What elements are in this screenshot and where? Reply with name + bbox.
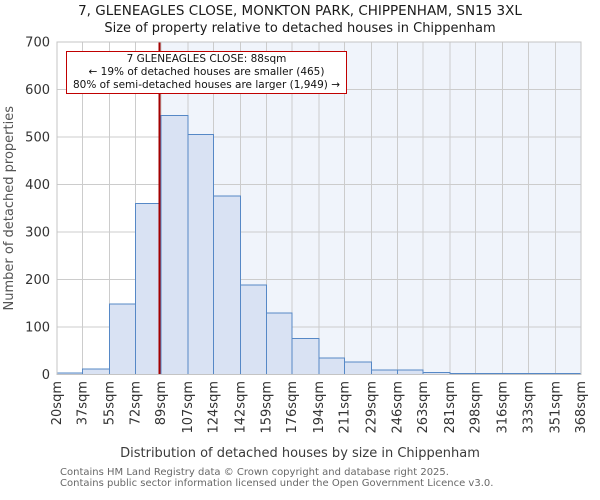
x-tick-label: 72sqm	[128, 381, 143, 425]
x-axis-title: Distribution of detached houses by size …	[120, 446, 480, 461]
x-tick-label: 211sqm	[338, 381, 353, 434]
x-tick-label: 229sqm	[365, 381, 380, 434]
x-tick-label: 20sqm	[50, 381, 65, 425]
y-tick-label: 300	[25, 226, 50, 241]
histogram-bar	[187, 134, 215, 375]
y-tick-label: 100	[25, 321, 50, 336]
histogram-bar	[160, 115, 189, 375]
footer-attribution-2: Contains public sector information licen…	[60, 478, 494, 489]
y-tick-label: 0	[42, 368, 50, 383]
chart-title: 7, GLENEAGLES CLOSE, MONKTON PARK, CHIPP…	[78, 3, 522, 19]
x-tick-label: 176sqm	[285, 381, 300, 434]
y-tick-label: 400	[25, 178, 50, 193]
histogram-bar	[371, 369, 398, 376]
histogram-bar	[344, 361, 373, 375]
y-tick-label: 200	[25, 273, 50, 288]
histogram-bar	[396, 369, 424, 376]
annotation-line-1: 7 GLENEAGLES CLOSE: 88sqm	[126, 53, 287, 65]
footer-attribution-1: Contains HM Land Registry data © Crown c…	[60, 467, 449, 478]
histogram-bar	[213, 195, 242, 375]
histogram-bar	[265, 312, 293, 375]
histogram-bar	[82, 368, 111, 375]
y-axis-title: Number of detached properties	[2, 106, 17, 311]
plot-border	[56, 41, 582, 375]
x-tick-label: 316sqm	[496, 381, 511, 434]
histogram-bar	[318, 357, 346, 375]
annotation-line-3: 80% of semi-detached houses are larger (…	[72, 79, 340, 91]
x-tick-label: 333sqm	[521, 381, 536, 434]
x-tick-label: 246sqm	[390, 381, 405, 434]
y-tick-label: 500	[25, 131, 50, 146]
x-tick-label: 194sqm	[312, 381, 327, 434]
x-tick-label: 263sqm	[416, 381, 431, 434]
x-tick-label: 89sqm	[154, 381, 169, 425]
x-tick-label: 124sqm	[207, 381, 222, 434]
y-tick-label: 700	[25, 36, 50, 51]
x-tick-label: 298sqm	[469, 381, 484, 434]
histogram-bar	[109, 303, 136, 376]
annotation-line-2: ← 19% of detached houses are smaller (46…	[88, 66, 325, 78]
x-tick-label: 159sqm	[259, 381, 274, 434]
x-tick-label: 351sqm	[548, 381, 563, 434]
histogram-bar	[291, 337, 320, 375]
property-annotation-box: 7 GLENEAGLES CLOSE: 88sqm ← 19% of detac…	[66, 51, 347, 94]
x-tick-label: 281sqm	[443, 381, 458, 434]
y-tick-label: 600	[25, 83, 50, 98]
x-tick-label: 37sqm	[76, 381, 91, 425]
chart-subtitle: Size of property relative to detached ho…	[104, 21, 496, 36]
histogram-bar	[240, 284, 267, 376]
x-tick-label: 368sqm	[574, 381, 589, 434]
x-tick-label: 55sqm	[103, 381, 118, 425]
histogram-bar	[134, 203, 162, 375]
x-tick-label: 142sqm	[234, 381, 249, 434]
x-tick-label: 107sqm	[181, 381, 196, 434]
